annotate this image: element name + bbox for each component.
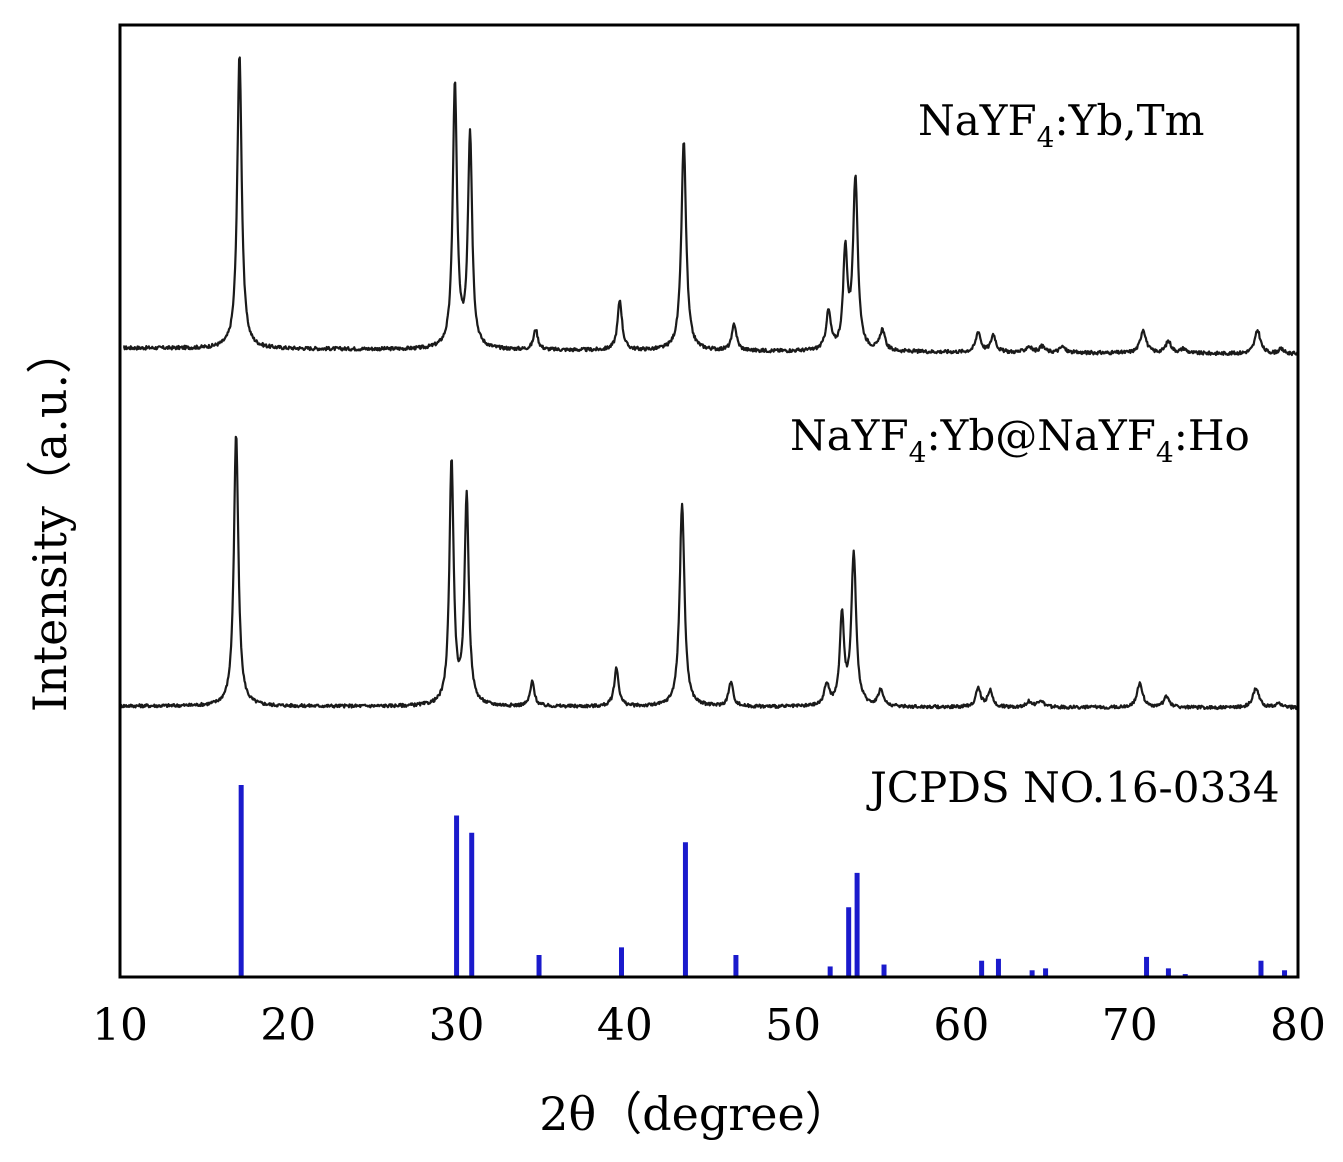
series-label-jcpds: JCPDS NO.16-0334: [866, 763, 1280, 812]
x-tick-label: 20: [260, 1000, 316, 1051]
series-label-nayf4-yb-at-nayf4-ho: NaYF4:Yb@NaYF4:Ho: [790, 411, 1250, 469]
xrd-pattern-line-2: [118, 435, 1300, 711]
x-axis-ticks: 10 20 30 40 50 60 70 80: [92, 1000, 1326, 1051]
x-axis-title: 2θ（degree）: [539, 1087, 851, 1141]
x-tick-label: 50: [765, 1000, 821, 1051]
x-tick-label: 70: [1102, 1000, 1158, 1051]
x-tick-label: 60: [933, 1000, 989, 1051]
x-tick-label: 10: [92, 1000, 148, 1051]
x-tick-label: 40: [597, 1000, 653, 1051]
series-label-nayf4-yb-tm: NaYF4:Yb,Tm: [918, 96, 1204, 154]
x-tick-label: 30: [429, 1000, 485, 1051]
plot-frame: [118, 23, 1300, 979]
plot-area: [118, 56, 1300, 976]
y-axis-title: Intensity（a.u.）: [23, 328, 77, 712]
xrd-pattern-line-1: [122, 56, 1300, 357]
x-tick-label: 80: [1270, 1000, 1326, 1051]
